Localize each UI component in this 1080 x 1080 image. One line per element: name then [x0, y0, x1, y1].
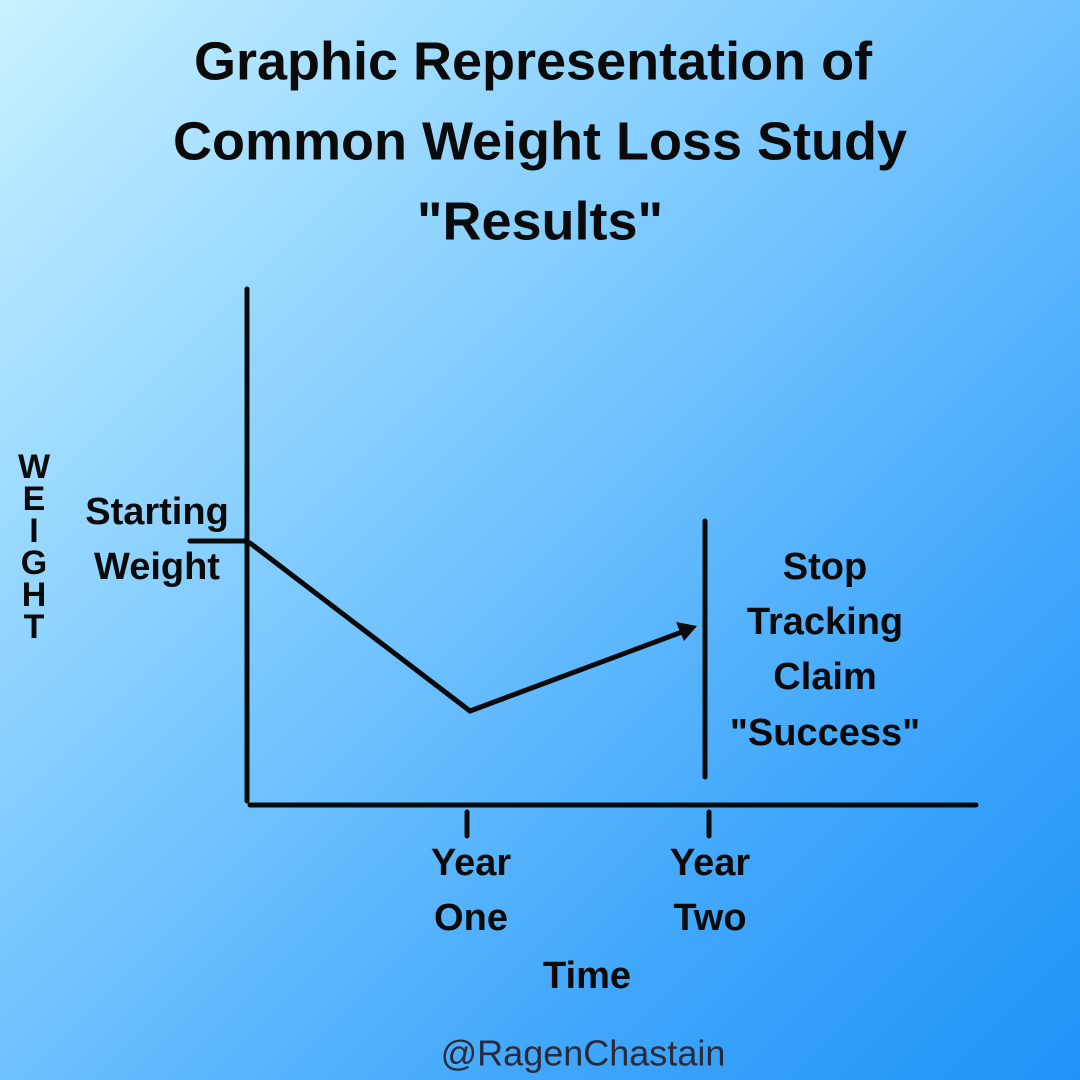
y-axis-label: WEIGHT: [15, 448, 53, 640]
annotation: Tracking: [747, 601, 903, 643]
title-line: Graphic Representation of: [194, 31, 873, 91]
x-tick-label: Year: [431, 842, 512, 884]
start-label: Weight: [94, 546, 220, 588]
title-line: "Results": [417, 191, 663, 251]
annotation: Claim: [773, 656, 876, 698]
arrow-head: [676, 622, 697, 641]
x-axis-label: Time: [543, 955, 631, 997]
x-tick-label: Year: [670, 842, 751, 884]
trend-line: [247, 540, 693, 714]
x-tick-label: Two: [673, 897, 746, 939]
x-tick-label: One: [434, 897, 508, 939]
start-label: Starting: [85, 491, 229, 533]
annotation: Stop: [783, 546, 867, 588]
title-line: Common Weight Loss Study: [173, 111, 907, 171]
credit: @RagenChastain: [441, 1033, 726, 1074]
annotation: "Success": [730, 712, 920, 754]
